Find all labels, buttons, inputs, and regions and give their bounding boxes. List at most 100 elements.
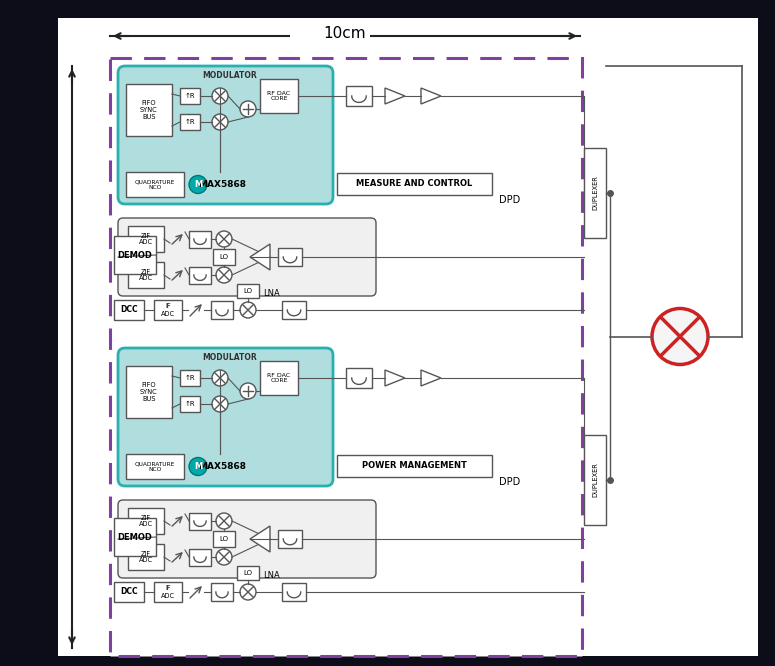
FancyBboxPatch shape [118, 218, 376, 296]
Text: ↑R: ↑R [184, 93, 195, 99]
Bar [278, 530, 302, 548]
Text: DUPLEXER: DUPLEXER [592, 176, 598, 210]
Text: LNA: LNA [264, 290, 281, 298]
Bar [110, 58, 582, 656]
Text: RF DAC
CORE: RF DAC CORE [267, 372, 291, 384]
Text: RF DAC
CORE: RF DAC CORE [267, 91, 291, 101]
Text: ↑R: ↑R [184, 119, 195, 125]
Text: DCC: DCC [120, 306, 138, 314]
Bar [154, 582, 182, 602]
Text: 10cm: 10cm [324, 27, 367, 41]
Bar [128, 262, 164, 288]
Bar [189, 549, 211, 565]
Bar [114, 582, 144, 602]
Bar [282, 583, 306, 601]
Bar [278, 248, 302, 266]
Polygon shape [385, 88, 405, 104]
Polygon shape [421, 370, 441, 386]
Bar [126, 366, 172, 418]
Text: IF
ADC: IF ADC [161, 585, 175, 599]
Bar [211, 583, 233, 601]
Text: M: M [194, 462, 202, 471]
Circle shape [216, 549, 232, 565]
Bar [180, 396, 200, 412]
Text: MAX5868: MAX5868 [198, 180, 246, 189]
Bar [346, 368, 372, 388]
Bar [584, 435, 606, 525]
Text: DUPLEXER: DUPLEXER [592, 463, 598, 498]
Bar [337, 455, 492, 477]
Circle shape [189, 458, 207, 476]
Bar [337, 173, 492, 195]
Text: MODULATOR: MODULATOR [202, 354, 257, 362]
Text: FIFO
SYNC
BUS: FIFO SYNC BUS [140, 100, 158, 120]
Text: LO: LO [243, 570, 253, 576]
Text: LO: LO [219, 536, 229, 542]
Bar [180, 114, 200, 130]
Circle shape [212, 396, 228, 412]
Bar [126, 454, 184, 479]
Bar [282, 301, 306, 319]
Text: ZIF
ADC: ZIF ADC [139, 551, 153, 563]
Text: IF
ADC: IF ADC [161, 304, 175, 316]
Text: QUADRATURE
NCO: QUADRATURE NCO [135, 461, 175, 472]
Circle shape [240, 302, 256, 318]
Circle shape [216, 513, 232, 529]
Circle shape [216, 267, 232, 283]
Circle shape [212, 88, 228, 104]
Circle shape [240, 101, 256, 117]
Bar [128, 544, 164, 570]
Bar [114, 236, 156, 274]
Circle shape [216, 231, 232, 247]
Bar [346, 86, 372, 106]
Bar [260, 79, 298, 113]
Polygon shape [385, 370, 405, 386]
Text: ZIF
ADC: ZIF ADC [139, 268, 153, 282]
Circle shape [652, 308, 708, 364]
Bar [114, 518, 156, 556]
Text: DPD: DPD [499, 195, 521, 205]
Text: MAX5868: MAX5868 [198, 462, 246, 471]
Text: FIFO
SYNC
BUS: FIFO SYNC BUS [140, 382, 158, 402]
Text: ZIF
ADC: ZIF ADC [139, 232, 153, 246]
Bar [126, 172, 184, 197]
Text: DPD: DPD [499, 477, 521, 487]
Bar [213, 249, 235, 265]
Bar [237, 284, 259, 298]
Circle shape [212, 114, 228, 130]
Polygon shape [421, 88, 441, 104]
Bar [128, 508, 164, 534]
Bar [180, 370, 200, 386]
Text: DEMOD: DEMOD [118, 533, 153, 541]
Bar [211, 301, 233, 319]
Text: QUADRATURE
NCO: QUADRATURE NCO [135, 179, 175, 190]
Bar [290, 27, 370, 45]
FancyBboxPatch shape [118, 66, 333, 204]
Text: MEASURE AND CONTROL: MEASURE AND CONTROL [356, 180, 473, 188]
Bar [154, 300, 182, 320]
Bar [260, 361, 298, 395]
Bar [126, 84, 172, 136]
Text: ZIF
ADC: ZIF ADC [139, 515, 153, 527]
Bar [584, 148, 606, 238]
Bar [180, 88, 200, 104]
Text: LNA: LNA [264, 571, 281, 581]
Text: M: M [194, 180, 202, 189]
Text: ↑R: ↑R [184, 375, 195, 381]
Circle shape [240, 383, 256, 399]
Text: MODULATOR: MODULATOR [202, 71, 257, 81]
Bar [237, 566, 259, 580]
Text: LO: LO [243, 288, 253, 294]
Bar [114, 300, 144, 320]
Bar [189, 513, 211, 529]
Circle shape [189, 176, 207, 194]
Bar [128, 226, 164, 252]
Polygon shape [250, 526, 270, 552]
Bar [189, 266, 211, 284]
Text: LO: LO [219, 254, 229, 260]
Bar [213, 531, 235, 547]
Text: DCC: DCC [120, 587, 138, 597]
Circle shape [212, 370, 228, 386]
FancyBboxPatch shape [118, 500, 376, 578]
FancyBboxPatch shape [118, 348, 333, 486]
